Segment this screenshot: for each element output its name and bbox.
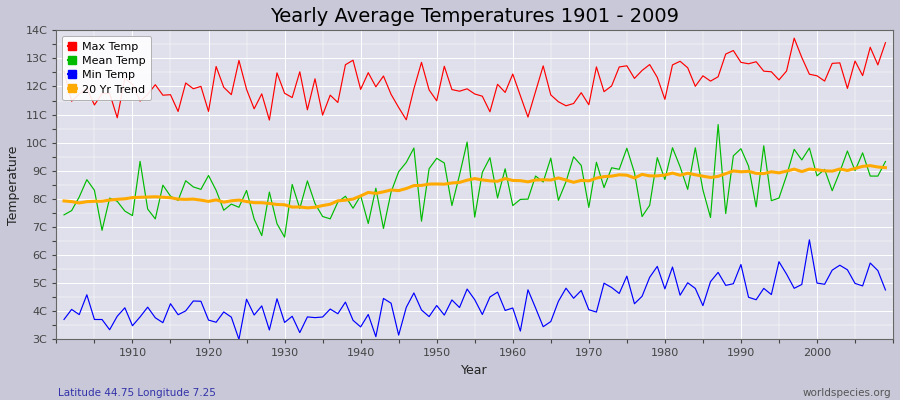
Title: Yearly Average Temperatures 1901 - 2009: Yearly Average Temperatures 1901 - 2009 <box>270 7 680 26</box>
Y-axis label: Temperature: Temperature <box>7 145 20 224</box>
Text: Latitude 44.75 Longitude 7.25: Latitude 44.75 Longitude 7.25 <box>58 388 216 398</box>
X-axis label: Year: Year <box>462 364 488 377</box>
Legend: Max Temp, Mean Temp, Min Temp, 20 Yr Trend: Max Temp, Mean Temp, Min Temp, 20 Yr Tre… <box>62 36 151 100</box>
Text: worldspecies.org: worldspecies.org <box>803 388 891 398</box>
